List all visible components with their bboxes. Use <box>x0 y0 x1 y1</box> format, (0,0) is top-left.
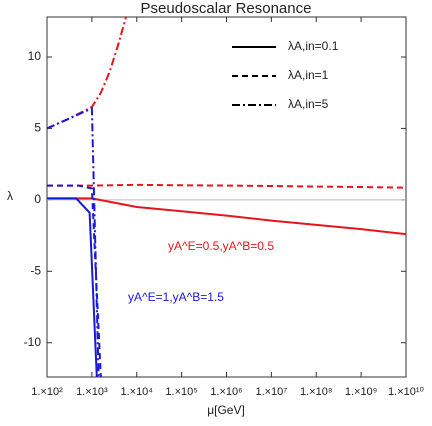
line-series <box>47 197 98 377</box>
line-series <box>47 197 406 236</box>
line-series <box>47 106 100 377</box>
plot-frame <box>46 16 407 378</box>
chart-title: Pseudoscalar Resonance <box>141 0 312 17</box>
x-tick-label: 1.×10² <box>31 386 63 398</box>
x-tick-label: 1.×10⁷ <box>255 386 287 398</box>
legend-label: λA,in=5 <box>288 97 329 111</box>
y-tick-label: 0 <box>34 192 41 206</box>
x-tick-label: 1.×10¹⁰ <box>388 386 424 398</box>
x-tick-label: 1.×10⁸ <box>300 386 332 398</box>
x-tick-label: 1.×10⁶ <box>210 386 242 398</box>
line-series <box>47 183 406 189</box>
x-tick-label: 1.×10⁵ <box>165 386 197 398</box>
y-tick-label: 5 <box>34 121 41 135</box>
y-tick-label: -5 <box>30 263 41 277</box>
line-series <box>47 184 102 377</box>
annotation: yA^E=1,yA^B=1.5 <box>128 290 224 304</box>
x-tick-label: 1.×10⁹ <box>345 386 378 398</box>
x-tick-label: 1.×10⁴ <box>120 386 153 398</box>
annotation: yA^E=0.5,yA^B=0.5 <box>168 239 274 253</box>
legend-label: λA,in=1 <box>288 68 329 82</box>
y-tick-label: -10 <box>24 335 42 349</box>
x-axis-label: μ[GeV] <box>207 403 245 417</box>
line-series <box>47 17 127 130</box>
legend-label: λA,in=0.1 <box>288 39 339 53</box>
x-tick-label: 1.×10³ <box>76 386 108 398</box>
y-axis-label: λ <box>7 189 13 203</box>
y-tick-label: 10 <box>28 49 42 63</box>
plot-area <box>47 17 406 377</box>
